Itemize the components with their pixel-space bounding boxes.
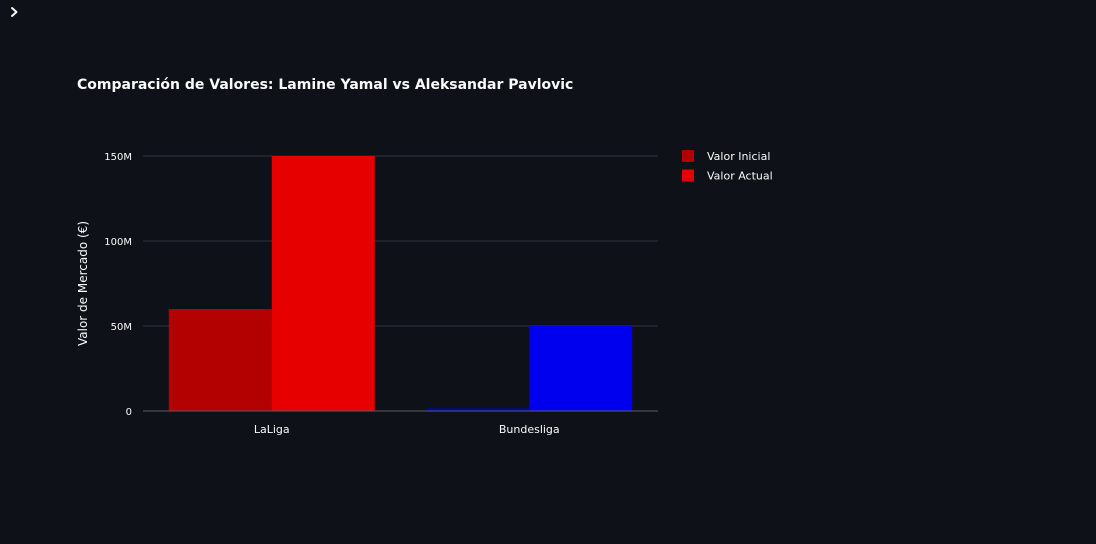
x-tick-label: LaLiga bbox=[254, 423, 290, 436]
bar bbox=[271, 156, 375, 411]
y-tick-label: 150M bbox=[104, 152, 132, 163]
y-tick-label: 100M bbox=[104, 237, 132, 248]
y-axis-title: Valor de Mercado (€) bbox=[76, 221, 90, 346]
legend-swatch bbox=[682, 169, 694, 182]
legend: Valor Inicial Valor Actual bbox=[682, 150, 773, 183]
y-tick-label: 50M bbox=[111, 322, 132, 333]
bar bbox=[426, 408, 530, 411]
bar bbox=[529, 326, 633, 411]
legend-label: Valor Inicial bbox=[707, 150, 770, 163]
chevron-right-icon[interactable] bbox=[6, 3, 24, 21]
x-tick-label: Bundesliga bbox=[499, 423, 560, 436]
axes: 0 50M 100M 150M LaLiga Bundesliga Valor de Mer… bbox=[76, 152, 658, 436]
bar bbox=[168, 309, 272, 411]
legend-swatch bbox=[682, 150, 694, 162]
chart-title: Comparación de Valores: Lamine Yamal vs … bbox=[77, 77, 574, 93]
legend-label: Valor Actual bbox=[707, 170, 773, 183]
bars bbox=[168, 156, 633, 411]
gridlines bbox=[143, 155, 658, 327]
y-tick-label: 0 bbox=[126, 407, 132, 418]
